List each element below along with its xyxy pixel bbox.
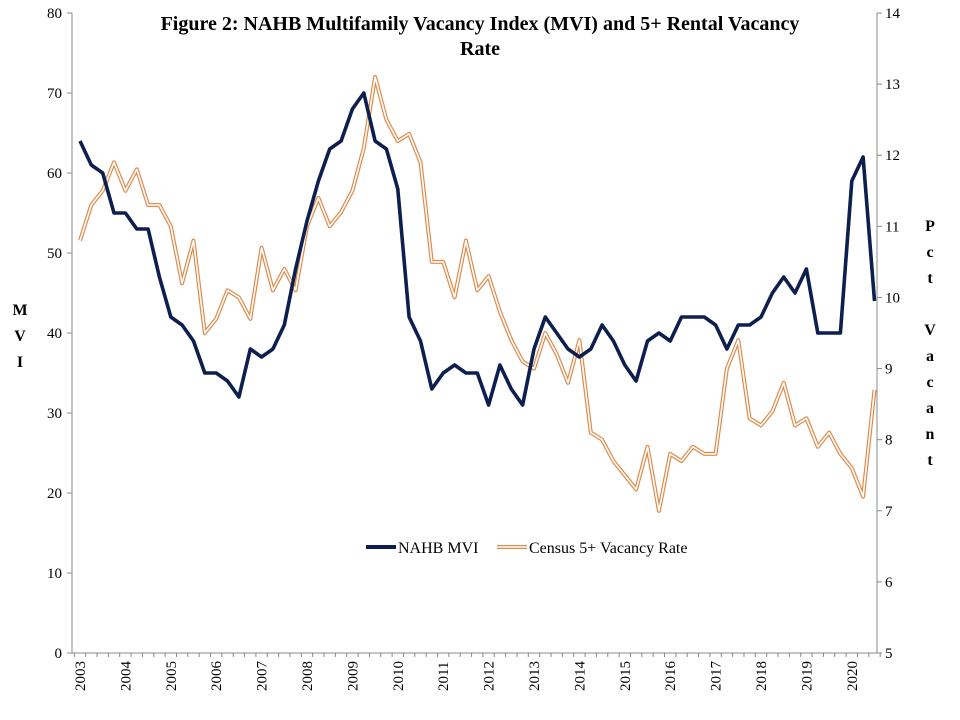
y-axis-label-left: M V I bbox=[8, 298, 32, 376]
x-tick-label: 2007 bbox=[255, 661, 271, 692]
y-axis-label-char: I bbox=[16, 354, 24, 371]
y-tick-label: 40 bbox=[47, 326, 62, 342]
y2-axis-label-char: n bbox=[925, 426, 935, 443]
y2-axis-label-char: c bbox=[926, 374, 934, 391]
y2-tick-label: 11 bbox=[885, 219, 899, 235]
x-tick-label: 2018 bbox=[754, 661, 770, 691]
y2-tick-label: 12 bbox=[885, 148, 900, 164]
x-tick-label: 2017 bbox=[709, 661, 725, 692]
y2-axis-label-char bbox=[918, 292, 942, 318]
x-tick-label: 2012 bbox=[482, 661, 498, 691]
x-tick-label: 2016 bbox=[663, 661, 679, 692]
mvi-series-line bbox=[78, 91, 877, 407]
y-tick-label: 80 bbox=[47, 6, 62, 22]
census-series-line bbox=[79, 76, 876, 512]
axis-ticks: 0 10 20 30 40 50 60 70 80 5 6 7 8 9 10 11 12 13 14 2003 2004… bbox=[47, 6, 901, 691]
x-tick-label: 2019 bbox=[799, 661, 815, 691]
census-series-outline bbox=[78, 75, 877, 513]
y2-tick-label: 8 bbox=[885, 433, 893, 449]
y-tick-label: 60 bbox=[47, 166, 62, 182]
y2-axis-label-char: a bbox=[926, 400, 934, 417]
y2-axis-label-char: t bbox=[927, 452, 933, 469]
y-tick-label: 30 bbox=[47, 406, 62, 422]
x-tick-label: 2003 bbox=[73, 661, 89, 691]
y2-axis-label-char: t bbox=[927, 270, 933, 287]
x-tick-label: 2015 bbox=[618, 661, 634, 691]
y2-tick-label: 13 bbox=[885, 77, 900, 93]
y2-tick-label: 14 bbox=[885, 6, 901, 22]
mvi-series bbox=[78, 91, 877, 407]
y2-tick-label: 5 bbox=[885, 646, 893, 662]
chart-title-line-2: Rate bbox=[460, 38, 500, 60]
y-axis-label-char: M bbox=[12, 302, 28, 319]
x-tick-label: 2014 bbox=[572, 661, 588, 692]
x-tick-label: 2005 bbox=[164, 661, 180, 691]
x-tick-label: 2010 bbox=[391, 661, 407, 691]
x-tick-label: 2006 bbox=[209, 661, 225, 692]
y-tick-label: 10 bbox=[47, 566, 62, 582]
y2-axis-label-char: V bbox=[924, 322, 936, 339]
axes bbox=[71, 13, 878, 654]
chart-title-line-1: Figure 2: NAHB Multifamily Vacancy Index… bbox=[160, 13, 800, 35]
x-tick-label: 2013 bbox=[527, 661, 543, 691]
x-tick-label: 2004 bbox=[118, 661, 134, 692]
y-tick-label: 50 bbox=[47, 246, 62, 262]
y-tick-label: 0 bbox=[55, 646, 63, 662]
x-tick-label: 2011 bbox=[436, 662, 452, 691]
x-tick-label: 2008 bbox=[300, 661, 316, 691]
y2-tick-label: 7 bbox=[885, 504, 893, 520]
x-tick-label: 2020 bbox=[845, 661, 861, 691]
x-tick-label: 2009 bbox=[345, 661, 361, 691]
y2-tick-label: 10 bbox=[885, 290, 900, 306]
y-tick-label: 70 bbox=[47, 86, 62, 102]
y-axis-label-right: P c t V a c a n t bbox=[918, 214, 942, 474]
chart-title: Figure 2: NAHB Multifamily Vacancy Index… bbox=[110, 12, 850, 62]
legend-label-mvi: NAHB MVI bbox=[398, 540, 478, 557]
y-axis-label-char: V bbox=[14, 328, 26, 345]
census-vacancy-series bbox=[78, 75, 877, 513]
y2-tick-label: 9 bbox=[885, 362, 893, 378]
y2-axis-label-char: c bbox=[926, 244, 934, 261]
y-tick-label: 20 bbox=[47, 486, 62, 502]
legend-label-census: Census 5+ Vacancy Rate bbox=[529, 540, 687, 557]
legend: NAHB MVI Census 5+ Vacancy Rate bbox=[366, 540, 687, 557]
y2-axis-label-char: P bbox=[925, 218, 935, 235]
y2-tick-label: 6 bbox=[885, 575, 893, 591]
y2-axis-label-char: a bbox=[926, 348, 934, 365]
